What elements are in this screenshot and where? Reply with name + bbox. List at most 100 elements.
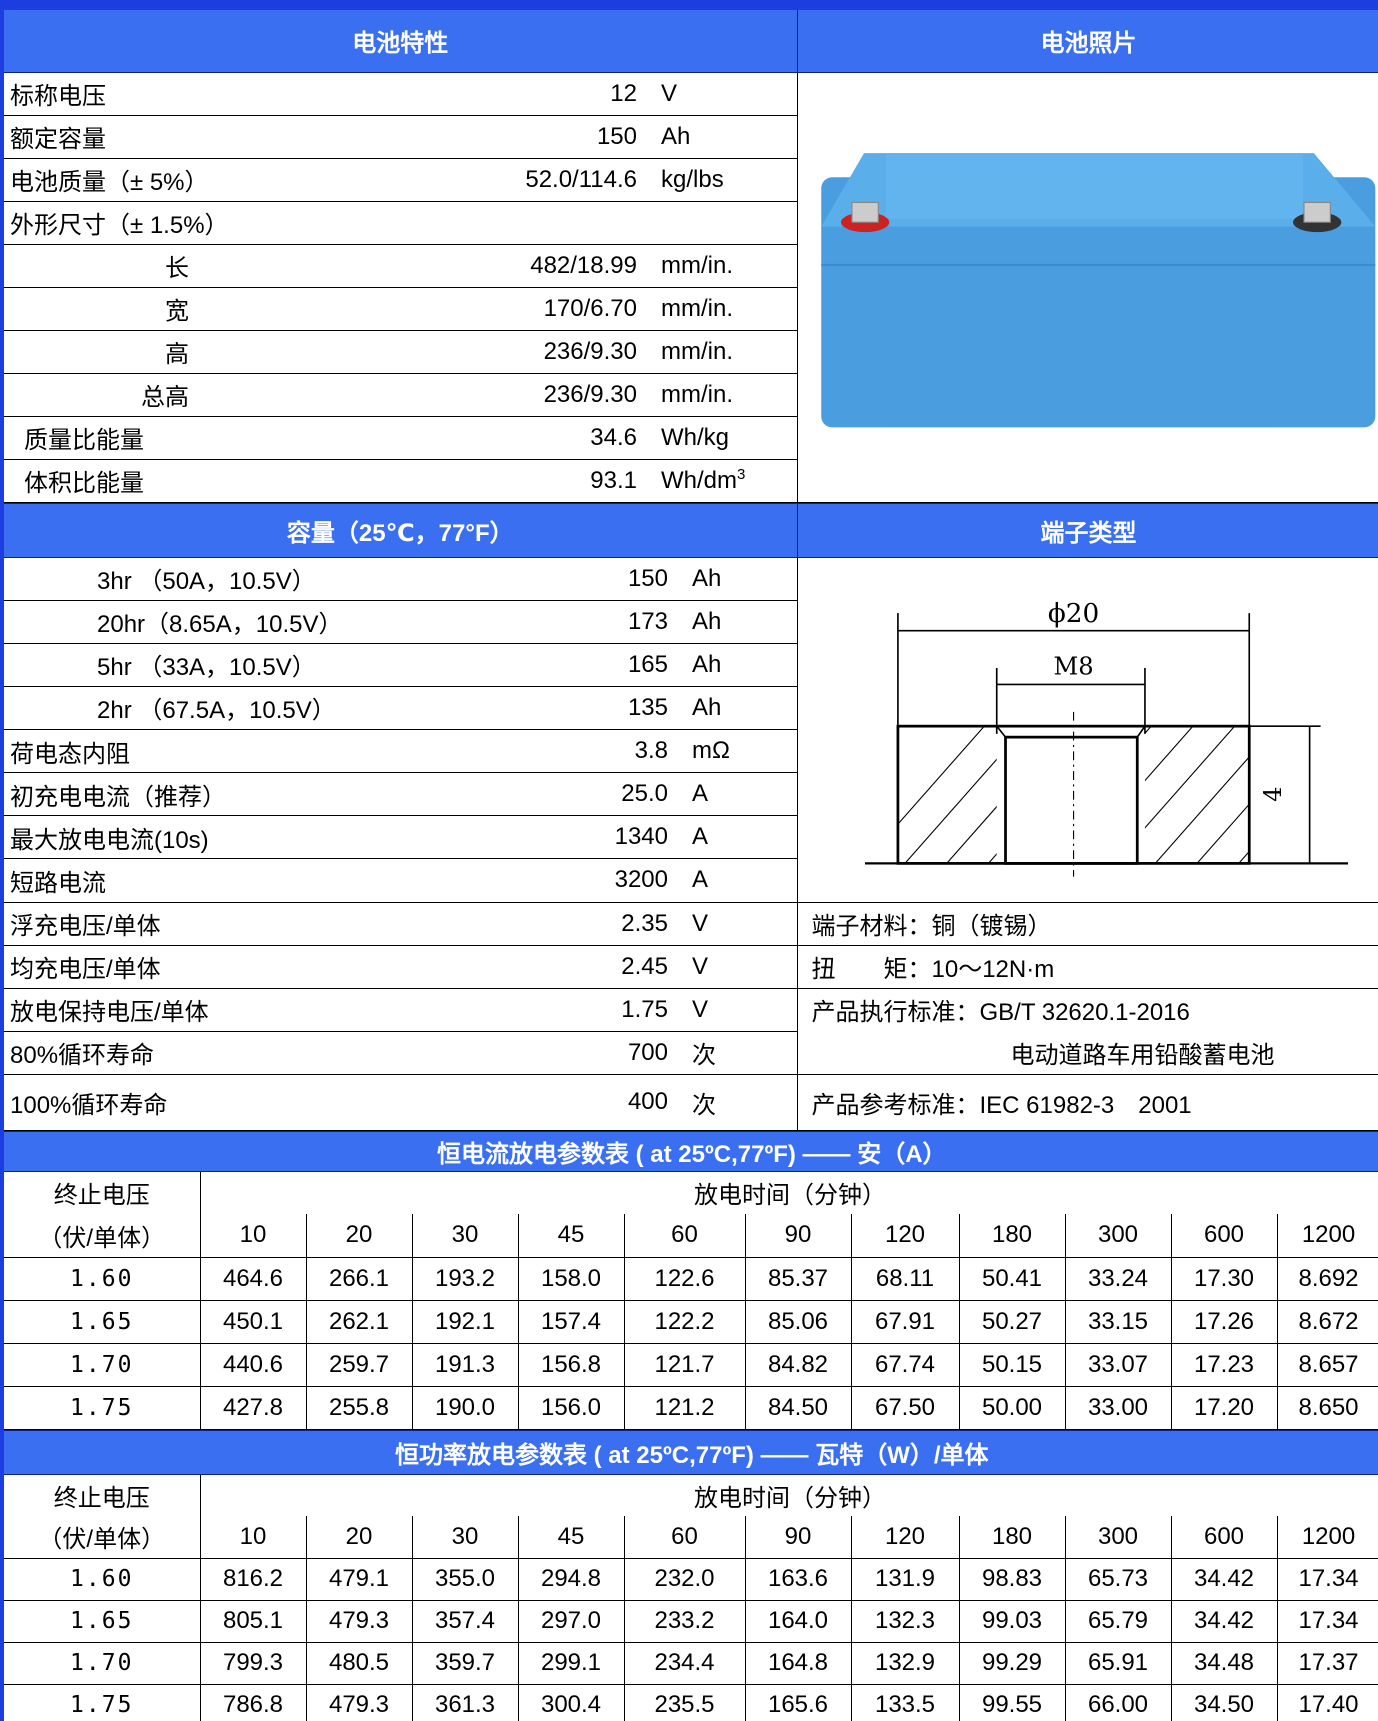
spec-label: 外形尺寸（± 1.5%） [0, 200, 474, 245]
value-cell: 464.6 [199, 1256, 307, 1301]
value-cell: 357.4 [411, 1599, 519, 1643]
value-cell: 17.34 [1276, 1557, 1378, 1601]
characteristics-table: 电池特性 电池照片 标称电压 12 V 额定容量 150 Ah 电池质量（± 5%） 52.0/1… [0, 0, 1378, 503]
value-cell: 132.9 [850, 1641, 960, 1685]
voltage-cell: 1.60 [0, 1557, 201, 1601]
value-cell: 50.27 [958, 1299, 1066, 1344]
minute-header: 10 [199, 1214, 307, 1258]
value-cell: 121.7 [623, 1342, 746, 1387]
header-row: 恒电流放电参数表 ( at 25ºC,77ºF) —— 安（A） [0, 1130, 1378, 1172]
hatch-line [1007, 725, 1174, 863]
value-cell: 191.3 [411, 1342, 519, 1387]
value-cell: 361.3 [411, 1683, 519, 1721]
unit-text: 次 [692, 1042, 716, 1069]
hatch-line [1174, 725, 1249, 863]
capacity-table: 容量（25℃，77°F） 端子类型 3hr （50A，10.5V） 150 Ah ϕ20 M… [0, 502, 1378, 1131]
value-cell: 233.2 [623, 1599, 746, 1643]
spec-unit: kg/lbs [647, 157, 798, 202]
value-cell: 157.4 [517, 1299, 625, 1344]
value-cell: 98.83 [958, 1557, 1066, 1601]
unit-text: Wh/kg [661, 423, 730, 451]
value-cell: 158.0 [517, 1256, 625, 1301]
value-cell: 427.8 [199, 1385, 307, 1430]
spec-unit: Ah [678, 642, 798, 687]
thread-label: M8 [1053, 652, 1093, 680]
column-header: （伏/单体） [0, 1516, 201, 1559]
value-cell: 67.91 [850, 1299, 960, 1344]
unit-text: A [692, 866, 709, 894]
value-cell: 355.0 [411, 1557, 519, 1601]
value-cell: 66.00 [1064, 1683, 1172, 1721]
value-cell: 799.3 [199, 1641, 307, 1685]
section-header: 端子类型 [796, 502, 1378, 558]
value-cell: 300.4 [517, 1683, 625, 1721]
value-cell: 294.8 [517, 1557, 625, 1601]
unit-text: Ah [692, 650, 722, 678]
minute-header: 20 [305, 1516, 413, 1559]
spec-unit: 次 [678, 1030, 798, 1075]
unit-text: Ah [692, 693, 722, 721]
current-discharge-table: 恒电流放电参数表 ( at 25ºC,77ºF) —— 安（A） 终止电压 放电时间… [0, 1130, 1378, 1430]
value-cell: 34.42 [1170, 1557, 1278, 1601]
value-cell: 132.3 [850, 1599, 960, 1643]
hatch-line [1300, 700, 1378, 887]
spec-label: 20hr（8.65A，10.5V） [0, 599, 562, 644]
value-cell: 67.74 [850, 1342, 960, 1387]
value-cell: 232.0 [623, 1557, 746, 1601]
value-cell: 34.48 [1170, 1641, 1278, 1685]
row: 短路电流 3200 A [0, 858, 1378, 903]
spec-value: 2.45 [562, 944, 678, 989]
value-cell: 84.50 [744, 1385, 852, 1430]
unit-text: mΩ [692, 737, 730, 765]
value-cell: 479.3 [305, 1599, 413, 1643]
row: 1.70 799.3 480.5 359.7 299.1 234.4 164.8 132.9 9… [0, 1641, 1378, 1685]
minute-header: 300 [1064, 1214, 1172, 1258]
row: 1.65 805.1 479.3 357.4 297.0 233.2 164.0 132.3 9… [0, 1599, 1378, 1643]
unit-text: Ah [692, 607, 722, 635]
spec-value: 135 [562, 685, 678, 731]
value-cell: 262.1 [305, 1299, 413, 1344]
row: 20hr（8.65A，10.5V） 173 Ah [0, 599, 1378, 644]
spec-value: 170/6.70 [474, 286, 647, 331]
spec-value: 12 [474, 71, 647, 116]
voltage-cell: 1.60 [0, 1256, 201, 1301]
value-cell: 297.0 [517, 1599, 625, 1643]
value-cell: 85.37 [744, 1256, 852, 1301]
spec-label: 最大放电电流(10s) [0, 815, 562, 860]
value-cell: 480.5 [305, 1641, 413, 1685]
unit-text: V [692, 909, 709, 937]
spec-unit: mm/in. [647, 286, 798, 331]
minute-header: 1200 [1276, 1214, 1378, 1258]
value-cell: 85.06 [744, 1299, 852, 1344]
spec-label: 2hr （67.5A，10.5V） [0, 685, 562, 731]
spec-label: 长 [0, 243, 474, 288]
value-cell: 34.42 [1170, 1599, 1278, 1643]
spec-value: 482/18.99 [474, 243, 647, 288]
row: 标称电压 12 V [0, 71, 1378, 503]
spec-unit: mΩ [678, 728, 798, 774]
value-cell: 17.26 [1170, 1299, 1278, 1344]
unit-text: mm/in. [661, 337, 733, 365]
spec-label: 3hr （50A，10.5V） [0, 556, 562, 601]
minute-header: 60 [623, 1214, 746, 1258]
spec-unit: V [678, 901, 798, 946]
battery-body [820, 176, 1375, 427]
unit-text: Wh/dm [661, 467, 738, 494]
row: 额定容量 150 Ah [0, 114, 1378, 159]
unit-text: mm/in. [661, 251, 733, 279]
spec-label: 标称电压 [0, 71, 474, 116]
hatch-line [1133, 725, 1249, 863]
value-cell: 33.00 [1064, 1385, 1172, 1430]
spec-label: 80%循环寿命 [0, 1030, 562, 1075]
value-cell: 440.6 [199, 1342, 307, 1387]
section-header: 电池特性 [0, 0, 798, 73]
row: 1.75 786.8 479.3 361.3 300.4 235.5 165.6 133.5 9… [0, 1683, 1378, 1721]
diameter-label: ϕ20 [1047, 598, 1098, 628]
minute-header: 180 [958, 1516, 1066, 1559]
spec-label: 浮充电压/单体 [0, 901, 562, 946]
section-header: 电池照片 [796, 0, 1378, 73]
terminal-note: 电动道路车用铅酸蓄电池 [796, 1031, 1378, 1075]
spec-value: 2.35 [562, 901, 678, 946]
hatch-line [897, 725, 1007, 863]
